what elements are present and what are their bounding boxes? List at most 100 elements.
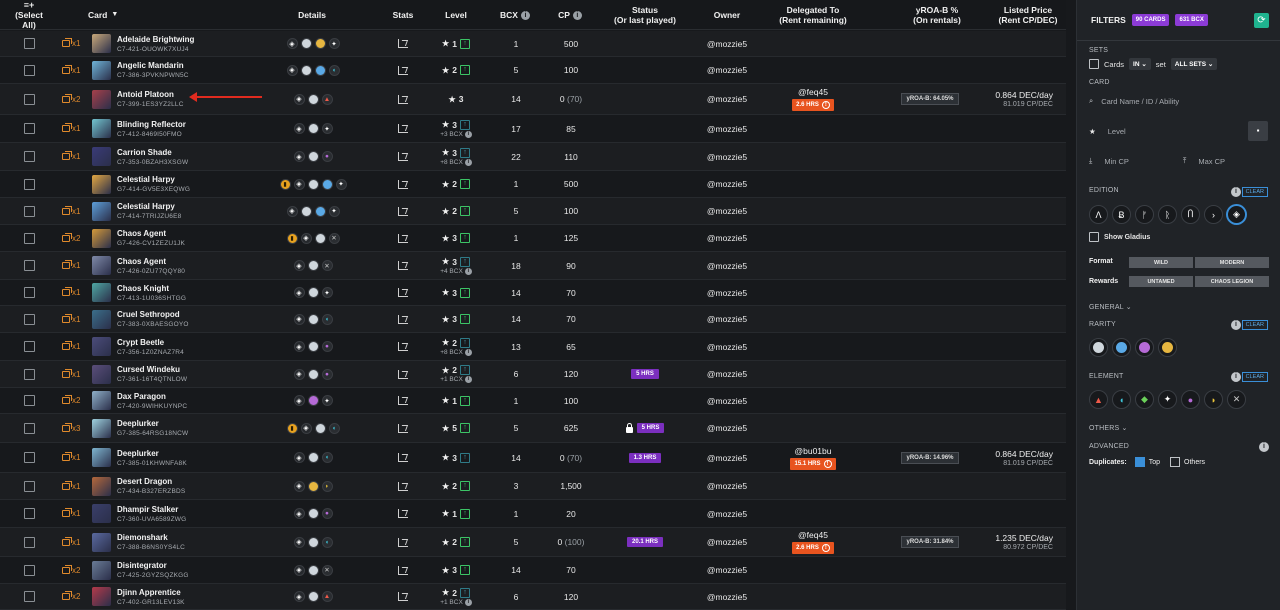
row-checkbox[interactable] (24, 151, 35, 162)
fire-element-icon[interactable]: ▲ (1089, 390, 1108, 409)
owner-name[interactable]: @mozzie5 (706, 38, 748, 49)
upgrade-icon[interactable]: ↑ (459, 508, 470, 519)
info-icon[interactable]: i (1231, 187, 1241, 197)
rarity-clear-button[interactable]: CLEAR (1241, 320, 1268, 330)
stats-chart-icon[interactable] (398, 94, 408, 104)
stats-chart-icon[interactable] (398, 233, 408, 243)
card-thumbnail[interactable] (92, 337, 111, 356)
owner-name[interactable]: @mozzie5 (706, 314, 748, 324)
info-icon[interactable]: i (520, 10, 530, 20)
info-icon[interactable]: i (1259, 442, 1269, 452)
level-filter[interactable]: ★ Level (1089, 126, 1126, 136)
owner-name[interactable]: @mozzie5 (706, 591, 748, 602)
info-icon[interactable]: i (1231, 372, 1241, 382)
row-checkbox[interactable] (24, 508, 35, 519)
table-row[interactable]: Celestial Harpy G7-414-GV5E3XEQWG ★2↑ 1 500 @… (0, 171, 1066, 198)
duplicate-count[interactable]: x1 (62, 123, 80, 133)
card-name[interactable]: Antoid Platoon (117, 90, 174, 99)
card-name[interactable]: Cruel Sethropod (117, 310, 180, 319)
stats-chart-icon[interactable] (398, 179, 408, 189)
stats-chart-icon[interactable] (398, 288, 408, 297)
epic-rarity-icon[interactable] (1135, 338, 1154, 357)
table-row[interactable]: x2 Disintegrator C7-425-2GYZSQZKGG ★3↑ 14 70 @… (0, 557, 1066, 584)
others-duplicates-checkbox[interactable] (1170, 457, 1181, 467)
row-checkbox[interactable] (24, 178, 35, 190)
card-thumbnail[interactable] (92, 364, 111, 384)
modern-option[interactable]: MODERN (1195, 257, 1269, 268)
duplicate-count[interactable]: x1 (62, 313, 80, 324)
row-checkbox[interactable] (24, 341, 35, 352)
cards-checkbox[interactable] (1089, 59, 1099, 69)
min-cp-input[interactable]: ⤓ Min CP (1089, 156, 1129, 166)
upgrade-icon[interactable]: ↑ (459, 565, 470, 575)
upgrade-icon[interactable]: ↑ (459, 256, 470, 267)
stats-chart-icon[interactable] (398, 396, 408, 405)
owner-name[interactable]: @mozzie5 (706, 206, 748, 216)
card-thumbnail[interactable] (92, 147, 111, 166)
dice-edition-icon[interactable]: › (1204, 205, 1223, 224)
card-thumbnail[interactable] (92, 119, 111, 138)
all-sets-select[interactable]: ALL SETS ⌄ (1170, 58, 1218, 70)
owner-name[interactable]: @mozzie5 (706, 481, 748, 491)
upgrade-icon[interactable]: ↑ (459, 365, 470, 375)
card-search-input[interactable]: ⌕ Card Name / ID / Ability (1089, 96, 1180, 106)
duplicate-count[interactable]: x1 (62, 151, 80, 161)
stats-chart-icon[interactable] (398, 65, 408, 75)
upgrade-icon[interactable]: ↑ (459, 452, 470, 463)
stats-chart-icon[interactable] (398, 206, 408, 216)
card-thumbnail[interactable] (92, 391, 111, 410)
row-checkbox[interactable] (24, 287, 35, 298)
duplicate-count[interactable]: x1 (62, 341, 80, 351)
upgrade-icon[interactable]: ↑ (459, 314, 470, 324)
delegated-user[interactable]: @feq45 (798, 87, 828, 97)
row-checkbox[interactable] (24, 480, 35, 492)
stats-chart-icon[interactable] (398, 152, 408, 161)
untamed-option[interactable]: UNTAMED (1129, 276, 1193, 287)
row-checkbox[interactable] (24, 564, 35, 576)
info-icon[interactable]: i (464, 158, 472, 166)
card-thumbnail[interactable] (92, 34, 111, 53)
owner-name[interactable]: @mozzie5 (706, 233, 748, 243)
reward-edition-icon[interactable]: ᚱ (1158, 205, 1177, 224)
common-rarity-icon[interactable] (1089, 338, 1108, 357)
card-thumbnail[interactable] (92, 309, 111, 329)
others-label[interactable]: OTHERS ⌄ (1089, 425, 1128, 432)
card-thumbnail[interactable] (92, 448, 111, 467)
table-row[interactable]: x1 Cruel Sethropod C7-383-0XBAESGOYO ★3↑ 14 7… (0, 306, 1066, 333)
row-checkbox[interactable] (24, 422, 35, 434)
stats-chart-icon[interactable] (398, 314, 408, 324)
table-row[interactable]: x2 Antoid Platoon C7-399-1ES3YZ2LLC ★3 14 0 (… (0, 84, 1066, 115)
card-thumbnail[interactable] (92, 504, 111, 523)
row-checkbox[interactable] (24, 368, 35, 380)
row-checkbox[interactable] (24, 536, 35, 548)
select-all-header[interactable]: ≡+ (Select All) (15, 0, 43, 30)
card-thumbnail[interactable] (92, 201, 111, 221)
owner-name[interactable]: @mozzie5 (706, 423, 748, 433)
stats-chart-icon[interactable] (398, 481, 408, 491)
card-name[interactable]: Chaos Knight (117, 283, 169, 293)
stats-chart-icon[interactable] (398, 124, 408, 133)
row-checkbox[interactable] (24, 260, 35, 271)
card-name[interactable]: Chaos Agent (117, 229, 167, 238)
owner-name[interactable]: @mozzie5 (706, 565, 748, 575)
owner-name[interactable]: @mozzie5 (706, 65, 748, 75)
table-row[interactable]: x1 Angelic Mandarin C7-386-3PVKNPWN5C ★2↑ 5 1… (0, 57, 1066, 84)
upgrade-icon[interactable]: ↑ (459, 537, 470, 547)
stats-chart-icon[interactable] (398, 342, 408, 351)
card-thumbnail[interactable] (92, 228, 111, 248)
stats-chart-icon[interactable] (398, 453, 408, 462)
duplicate-count[interactable]: x1 (62, 508, 80, 518)
card-name[interactable]: Deeplurker (117, 448, 159, 458)
upgrade-icon[interactable]: ↑ (459, 147, 470, 158)
row-checkbox[interactable] (24, 591, 35, 602)
death-element-icon[interactable]: ● (1181, 390, 1200, 409)
legendary-rarity-icon[interactable] (1158, 338, 1177, 357)
chaos-legion-option[interactable]: CHAOS LEGION (1195, 276, 1269, 287)
table-row[interactable]: x1 Celestial Harpy C7-414-7TRIJZU6E8 ★2↑ 5 10… (0, 198, 1066, 225)
